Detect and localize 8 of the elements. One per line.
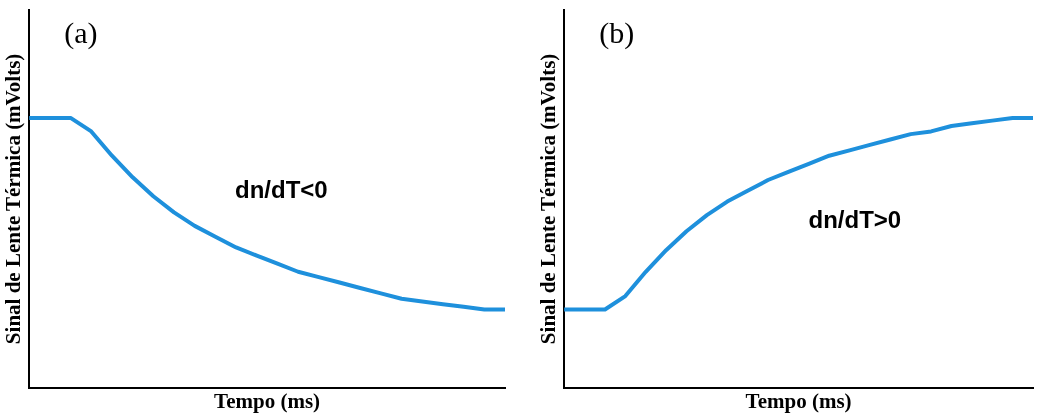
annotation: dn/dT>0	[808, 206, 902, 234]
y-axis-title: Sinal de Lente Térmica (mVolts)	[1, 53, 26, 345]
chart-title: (a)	[64, 15, 98, 50]
x-axis-title: Tempo (ms)	[745, 388, 852, 413]
x-axis-title: Tempo (ms)	[214, 388, 321, 413]
chart-title: (b)	[599, 15, 635, 50]
annotation: dn/dT<0	[235, 175, 328, 203]
y-axis-title: Sinal de Lente Térmica (mVolts)	[536, 53, 561, 345]
